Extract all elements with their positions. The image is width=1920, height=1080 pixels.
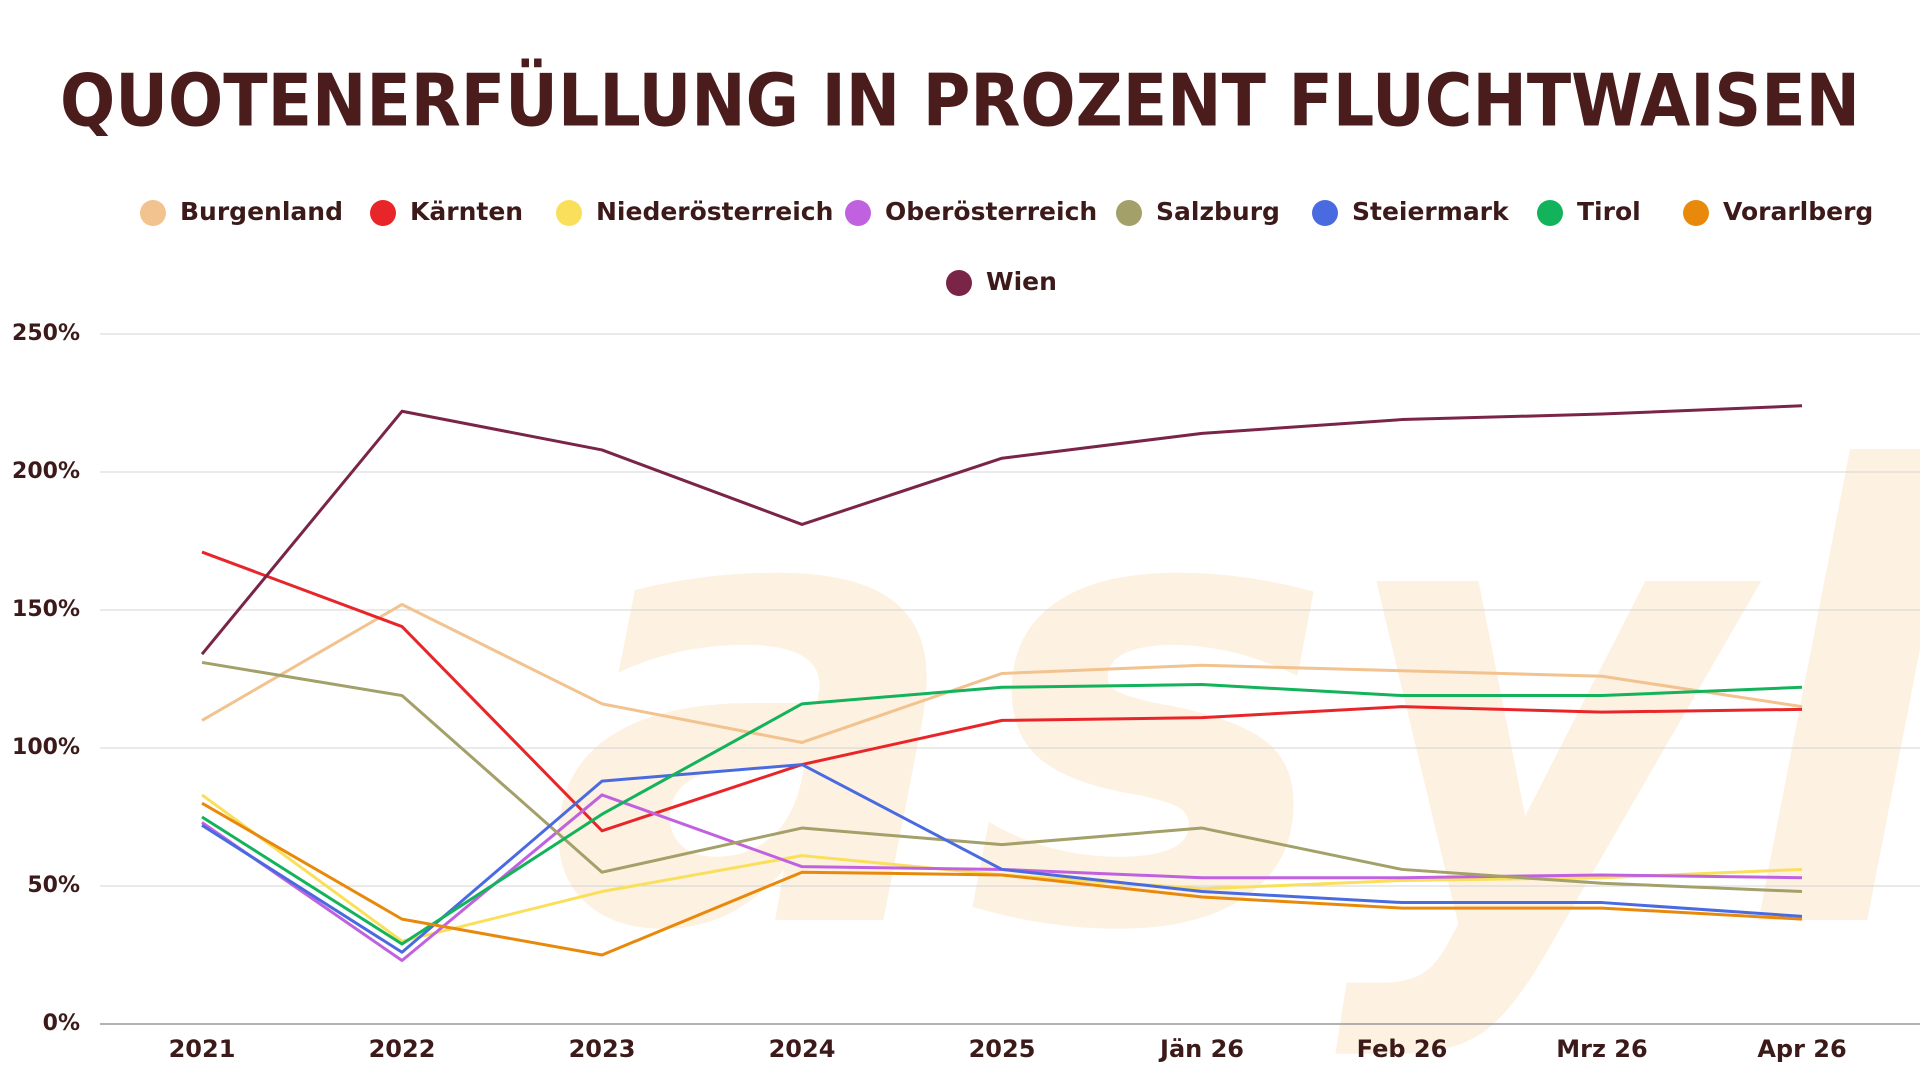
x-tick-label: 2024 — [769, 1035, 836, 1063]
legend-marker — [556, 200, 582, 226]
chart-title: QUOTENERFÜLLUNG IN PROZENT FLUCHTWAISEN — [60, 59, 1860, 143]
y-tick-label: 200% — [12, 459, 80, 484]
series-line — [201, 801, 1803, 957]
series-line — [200, 404, 1803, 656]
series-line — [201, 550, 1803, 833]
legend-label: Oberösterreich — [885, 197, 1097, 226]
legend-label: Vorarlberg — [1723, 197, 1873, 226]
legend-label: Niederösterreich — [596, 197, 833, 226]
y-tick-label: 250% — [12, 321, 80, 346]
x-tick-label: Feb 26 — [1357, 1035, 1448, 1063]
series-line — [201, 763, 1803, 954]
legend-marker — [370, 200, 396, 226]
y-tick-label: 100% — [12, 735, 80, 760]
legend-marker — [1683, 200, 1709, 226]
legend-label: Kärnten — [410, 197, 523, 226]
x-tick-label: Apr 26 — [1757, 1035, 1846, 1063]
x-tick-label: 2023 — [569, 1035, 636, 1063]
x-tick-label: 2021 — [169, 1035, 236, 1063]
y-tick-label: 50% — [27, 873, 80, 898]
legend-marker — [1312, 200, 1338, 226]
x-tick-label: 2025 — [969, 1035, 1036, 1063]
legend-label: Wien — [986, 267, 1057, 296]
legend-label: Salzburg — [1156, 197, 1280, 226]
legend-label: Steiermark — [1352, 197, 1510, 226]
legend-marker — [1537, 200, 1563, 226]
legend-marker — [946, 270, 972, 296]
legend-marker — [845, 200, 871, 226]
legend-marker — [1116, 200, 1142, 226]
legend-label: Tirol — [1577, 197, 1641, 226]
legend-label: Burgenland — [180, 197, 343, 226]
x-tick-label: Jän 26 — [1158, 1035, 1244, 1063]
series-line — [201, 683, 1803, 946]
x-tick-label: Mrz 26 — [1556, 1035, 1647, 1063]
series-line — [201, 602, 1803, 744]
x-tick-label: 2022 — [369, 1035, 436, 1063]
y-tick-label: 0% — [43, 1011, 80, 1036]
series-line — [201, 660, 1803, 894]
y-tick-label: 150% — [12, 597, 80, 622]
legend-marker — [140, 200, 166, 226]
watermark: asyl — [548, 346, 1920, 1067]
